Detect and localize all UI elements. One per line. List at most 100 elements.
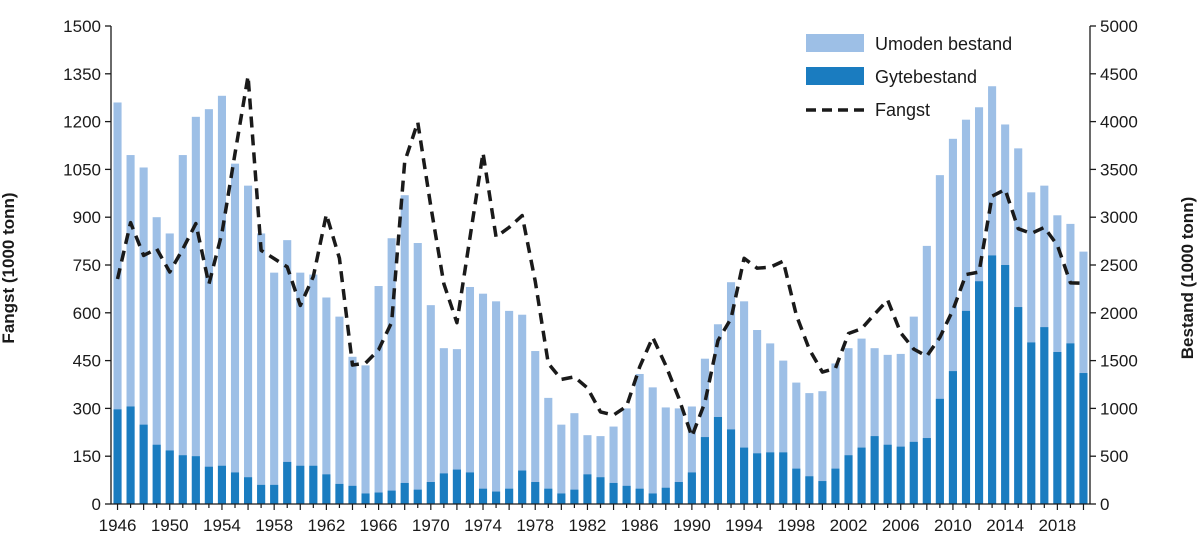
bar-umoden-1983: [596, 436, 605, 504]
bar-umoden-1959: [283, 240, 292, 504]
left-tick-label: 1500: [63, 17, 101, 36]
bar-gyte-2006: [896, 446, 905, 504]
bar-umoden-1995: [753, 330, 762, 504]
x-tick-label: 2006: [882, 516, 920, 535]
left-tick-label: 1050: [63, 160, 101, 179]
bar-umoden-1953: [204, 109, 213, 505]
bar-umoden-1977: [518, 314, 527, 504]
left-tick-label: 1350: [63, 65, 101, 84]
line-layer: [115, 74, 1084, 439]
legend-label-gyte: Gytebestand: [875, 67, 977, 87]
bar-gyte-1949: [152, 444, 161, 504]
bar-gyte-2014: [1001, 265, 1010, 504]
bar-gyte-1985: [622, 485, 631, 504]
left-tick-label: 150: [73, 447, 101, 466]
bar-gyte-1999: [805, 476, 814, 504]
left-tick-label: 750: [73, 256, 101, 275]
bar-gyte-1994: [740, 447, 749, 504]
bar-gyte-1991: [700, 437, 709, 504]
bar-umoden-2007: [909, 316, 918, 504]
bar-gyte-2017: [1040, 327, 1049, 504]
bar-gyte-1967: [387, 490, 396, 504]
left-tick-label: 300: [73, 399, 101, 418]
bar-gyte-1954: [217, 465, 226, 504]
x-tick-label: 1986: [621, 516, 659, 535]
bar-gyte-2018: [1053, 352, 1062, 504]
bar-umoden-1997: [779, 360, 788, 504]
bar-umoden-1963: [335, 316, 344, 504]
x-tick-label: 2002: [830, 516, 868, 535]
bar-gyte-1982: [583, 474, 592, 504]
bar-gyte-1966: [374, 492, 383, 504]
x-tick-label: 1982: [569, 516, 607, 535]
left-tick-label: 0: [92, 495, 101, 514]
bar-gyte-1990: [687, 472, 696, 504]
bar-gyte-1953: [204, 466, 213, 504]
bar-umoden-1992: [713, 324, 723, 504]
bar-umoden-2002: [844, 348, 853, 504]
bar-umoden-1969: [413, 243, 422, 504]
bar-umoden-1978: [531, 351, 540, 504]
bar-umoden-1972: [452, 349, 461, 504]
right-tick-label: 500: [1100, 447, 1128, 466]
bar-umoden-1962: [322, 297, 331, 504]
bar-umoden-1961: [309, 274, 318, 504]
bar-gyte-2002: [844, 455, 853, 504]
bar-gyte-2007: [909, 441, 918, 504]
bar-gyte-1963: [335, 483, 344, 504]
axes-layer: 0 150 300 450 600 750 900 1050 1200 1350 1500 0 500 1…: [63, 17, 1138, 535]
bar-gyte-1998: [792, 468, 801, 504]
right-tick-label: 2500: [1100, 256, 1138, 275]
bar-umoden-1971: [439, 348, 448, 504]
bar-umoden-1990: [687, 406, 696, 504]
bar-umoden-1967: [387, 238, 396, 505]
bar-gyte-1959: [283, 461, 292, 504]
legend-label-umoden: Umoden bestand: [875, 34, 1012, 54]
bar-umoden-1976: [505, 310, 514, 504]
bar-umoden-2005: [883, 354, 892, 504]
legend-swatch-umoden: [806, 34, 864, 52]
bar-gyte-1955: [230, 472, 240, 504]
bar-umoden-1982: [583, 435, 592, 504]
right-axis-title: Bestand (1000 tonn): [1178, 197, 1197, 359]
bar-gyte-1952: [191, 456, 200, 504]
bar-gyte-2010: [948, 371, 957, 504]
bar-umoden-1975: [492, 301, 501, 504]
bar-gyte-2012: [975, 281, 984, 504]
bar-umoden-1970: [426, 305, 435, 504]
x-tick-label: 1958: [255, 516, 293, 535]
right-tick-label: 5000: [1100, 17, 1138, 36]
bar-gyte-2011: [961, 310, 971, 504]
bar-gyte-1981: [570, 489, 579, 504]
bar-umoden-1954: [217, 95, 226, 504]
bar-gyte-1958: [270, 484, 279, 504]
right-tick-label: 3500: [1100, 160, 1138, 179]
right-tick-label: 1500: [1100, 352, 1138, 371]
x-tick-label: 1974: [464, 516, 502, 535]
bar-umoden-1999: [805, 393, 814, 504]
bar-gyte-2000: [818, 481, 827, 504]
bar-gyte-1971: [439, 473, 448, 504]
bar-gyte-1964: [348, 485, 357, 504]
left-tick-label: 900: [73, 208, 101, 227]
bar-umoden-1958: [270, 272, 279, 504]
bar-umoden-1991: [700, 358, 709, 504]
bar-umoden-1968: [400, 195, 409, 504]
bar-gyte-1961: [309, 465, 318, 504]
x-tick-label: 1950: [151, 516, 189, 535]
right-tick-label: 4000: [1100, 113, 1138, 132]
bar-gyte-1977: [518, 470, 527, 504]
x-tick-label: 1978: [516, 516, 554, 535]
bar-umoden-1988: [661, 407, 670, 504]
x-tick-label: 2018: [1038, 516, 1076, 535]
bar-umoden-1979: [544, 397, 553, 504]
bar-umoden-1964: [348, 356, 357, 504]
x-tick-label: 1962: [307, 516, 345, 535]
bar-gyte-1960: [296, 465, 305, 504]
bar-gyte-2016: [1027, 342, 1036, 504]
bar-gyte-2019: [1066, 343, 1075, 504]
x-tick-label: 1970: [412, 516, 450, 535]
left-tick-label: 450: [73, 352, 101, 371]
left-tick-label: 1200: [63, 113, 101, 132]
x-tick-label: 1946: [99, 516, 137, 535]
